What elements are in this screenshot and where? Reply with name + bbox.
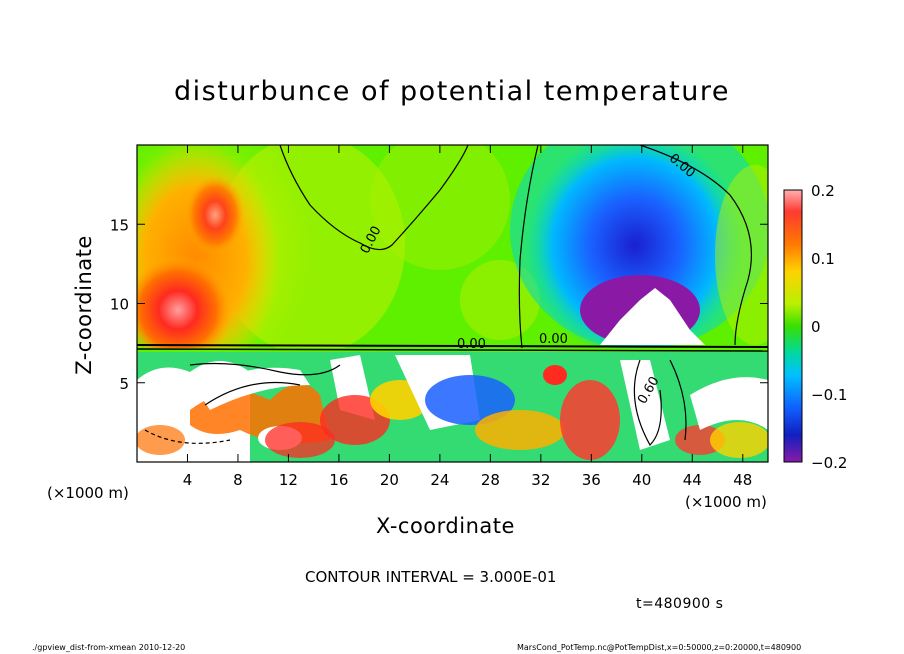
time-stamp: t=480900 s [636, 596, 724, 612]
x-unit-left: (×1000 m) [47, 484, 129, 502]
y-axis: 5 10 15 [110, 216, 768, 393]
x-tick-label: 36 [582, 471, 601, 489]
heatmap-field [137, 145, 768, 462]
footer-left: ./gpview_dist-from-xmean 2010-12-20 [32, 643, 186, 652]
contour-label: 0.00 [457, 337, 486, 352]
x-tick-label: 16 [329, 471, 348, 489]
x-axis: 4 8 12 16 20 24 28 32 36 40 44 48 [183, 145, 752, 489]
x-tick-label: 20 [380, 471, 399, 489]
x-tick-label: 28 [481, 471, 500, 489]
x-tick-label: 8 [233, 471, 243, 489]
colorbar-tick-label: −0.1 [811, 386, 847, 404]
x-tick-label: 32 [531, 471, 550, 489]
y-tick-label: 10 [110, 296, 129, 314]
y-tick-label: 15 [110, 216, 129, 234]
colorbar-tick-label: −0.2 [811, 454, 847, 472]
x-axis-label: X-coordinate [376, 514, 515, 538]
x-tick-label: 40 [632, 471, 651, 489]
contour-label: 0.00 [539, 332, 568, 347]
colorbar-tick-label: 0.2 [811, 182, 835, 200]
colorbar-tick-label: 0 [811, 318, 821, 336]
y-tick-label: 5 [119, 375, 129, 393]
y-axis-label: Z-coordinate [72, 235, 96, 375]
x-tick-label: 12 [279, 471, 298, 489]
footer-right: MarsCond_PotTemp.nc@PotTempDist,x=0:5000… [517, 643, 802, 652]
x-tick-label: 48 [733, 471, 752, 489]
contour-lines [137, 145, 768, 446]
x-tick-label: 44 [683, 471, 702, 489]
chart-title: disturbunce of potential temperature [174, 76, 730, 107]
x-tick-label: 4 [183, 471, 193, 489]
x-unit-right: (×1000 m) [685, 493, 767, 511]
colorbar [783, 189, 803, 463]
contour-interval: CONTOUR INTERVAL = 3.000E-01 [305, 568, 557, 586]
colorbar-tick-label: 0.1 [811, 250, 835, 268]
x-tick-label: 24 [430, 471, 449, 489]
colorbar-ticks: 0.2 0.1 0 −0.1 −0.2 [811, 182, 847, 472]
